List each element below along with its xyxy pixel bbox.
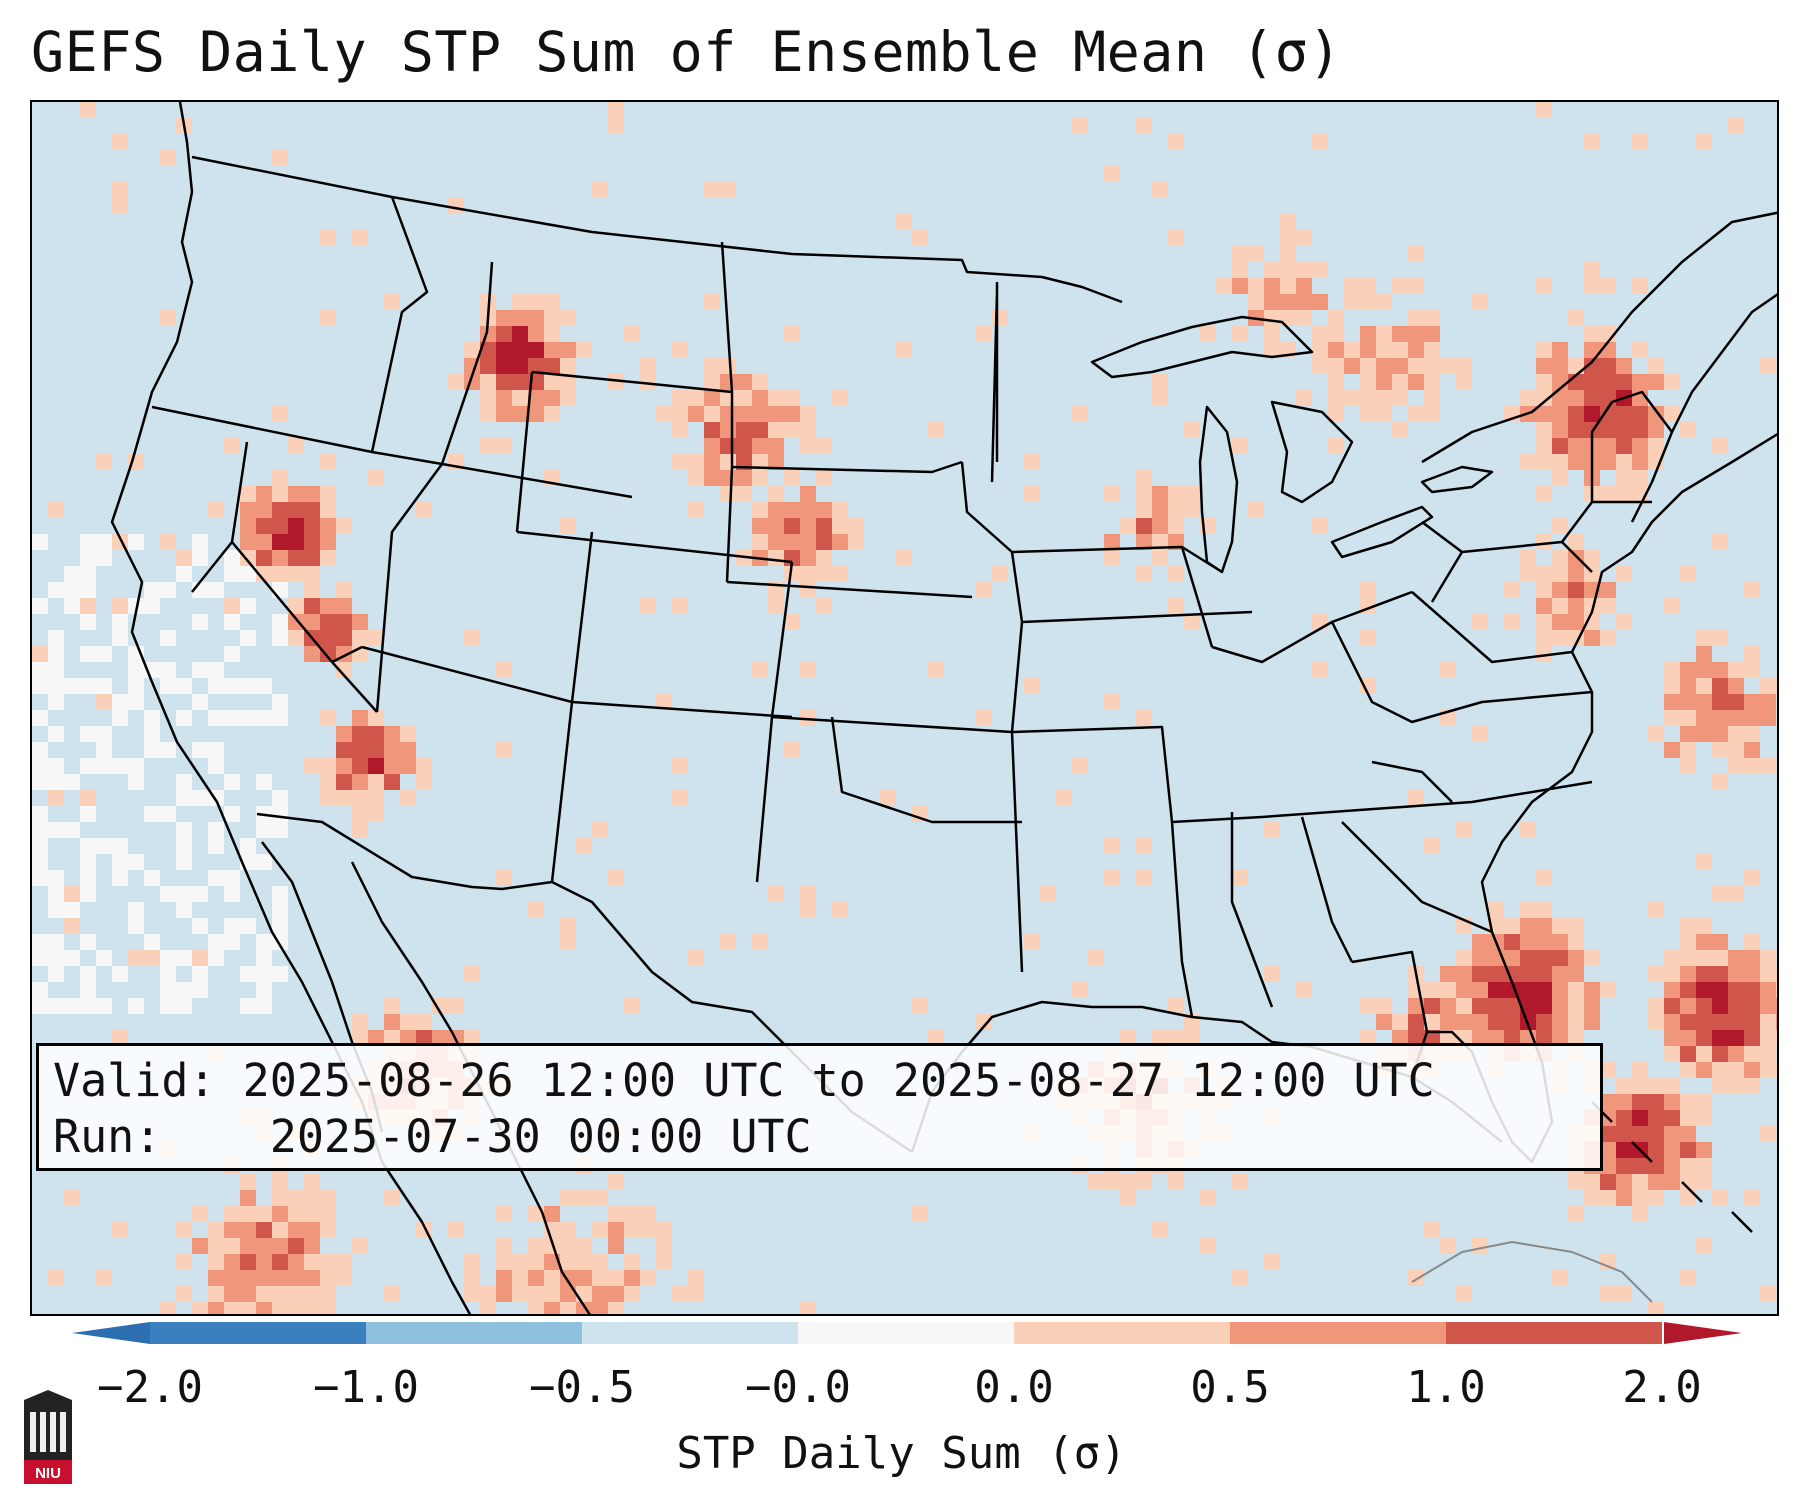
colorbar-extend-min: [72, 1322, 150, 1344]
map-canvas: [32, 102, 1777, 1314]
lake-erie: [1330, 505, 1434, 559]
lake-huron: [1270, 400, 1354, 504]
colorbar-bin: [1446, 1322, 1662, 1344]
valid-run-info-box: Valid: 2025-08-26 12:00 UTC to 2025-08-2…: [36, 1043, 1603, 1171]
lake-michigan: [1198, 405, 1239, 574]
colorbar-tick-label: 1.0: [1406, 1362, 1486, 1413]
colorbar-tick-label: −2.0: [97, 1362, 203, 1413]
colorbar-tick-label: −0.5: [529, 1362, 635, 1413]
state-lines: [151, 196, 1673, 1033]
lake-superior: [1090, 315, 1314, 379]
run-label: Run:: [53, 1110, 162, 1163]
colorbar-tick-label: 0.5: [1190, 1362, 1270, 1413]
valid-label: Valid:: [53, 1054, 216, 1107]
run-value: 2025-07-30 00:00 UTC: [269, 1110, 812, 1163]
colorbar-bin: [1014, 1322, 1230, 1344]
colorbar-tick-label: −1.0: [313, 1362, 419, 1413]
colorbar-bin: [798, 1322, 1014, 1344]
niu-logo-text: NIU: [35, 1465, 61, 1482]
us-canada-border: [191, 155, 1123, 304]
lake-ontario: [1420, 465, 1494, 494]
colorbar: [72, 1322, 1742, 1344]
colorbar-bin: [1230, 1322, 1446, 1344]
colorbar-tick-label: 2.0: [1622, 1362, 1702, 1413]
colorbar-bin: [150, 1322, 366, 1344]
niu-logo: NIU: [24, 1390, 72, 1484]
northeast-coast: [1630, 293, 1777, 523]
cuba: [1411, 1241, 1653, 1303]
colorbar-tick-label: −0.0: [745, 1362, 851, 1413]
colorbar-extend-max: [1664, 1322, 1742, 1344]
valid-value: 2025-08-26 12:00 UTC to 2025-08-27 12:00…: [242, 1054, 1435, 1107]
colorbar-tick-label: 0.0: [974, 1362, 1054, 1413]
colorbar-bin: [366, 1322, 582, 1344]
map-title: GEFS Daily STP Sum of Ensemble Mean (σ): [31, 20, 1342, 84]
colorbar-label: STP Daily Sum (σ): [676, 1428, 1127, 1479]
colorbar-bin: [582, 1322, 798, 1344]
st-lawrence: [1421, 211, 1777, 464]
